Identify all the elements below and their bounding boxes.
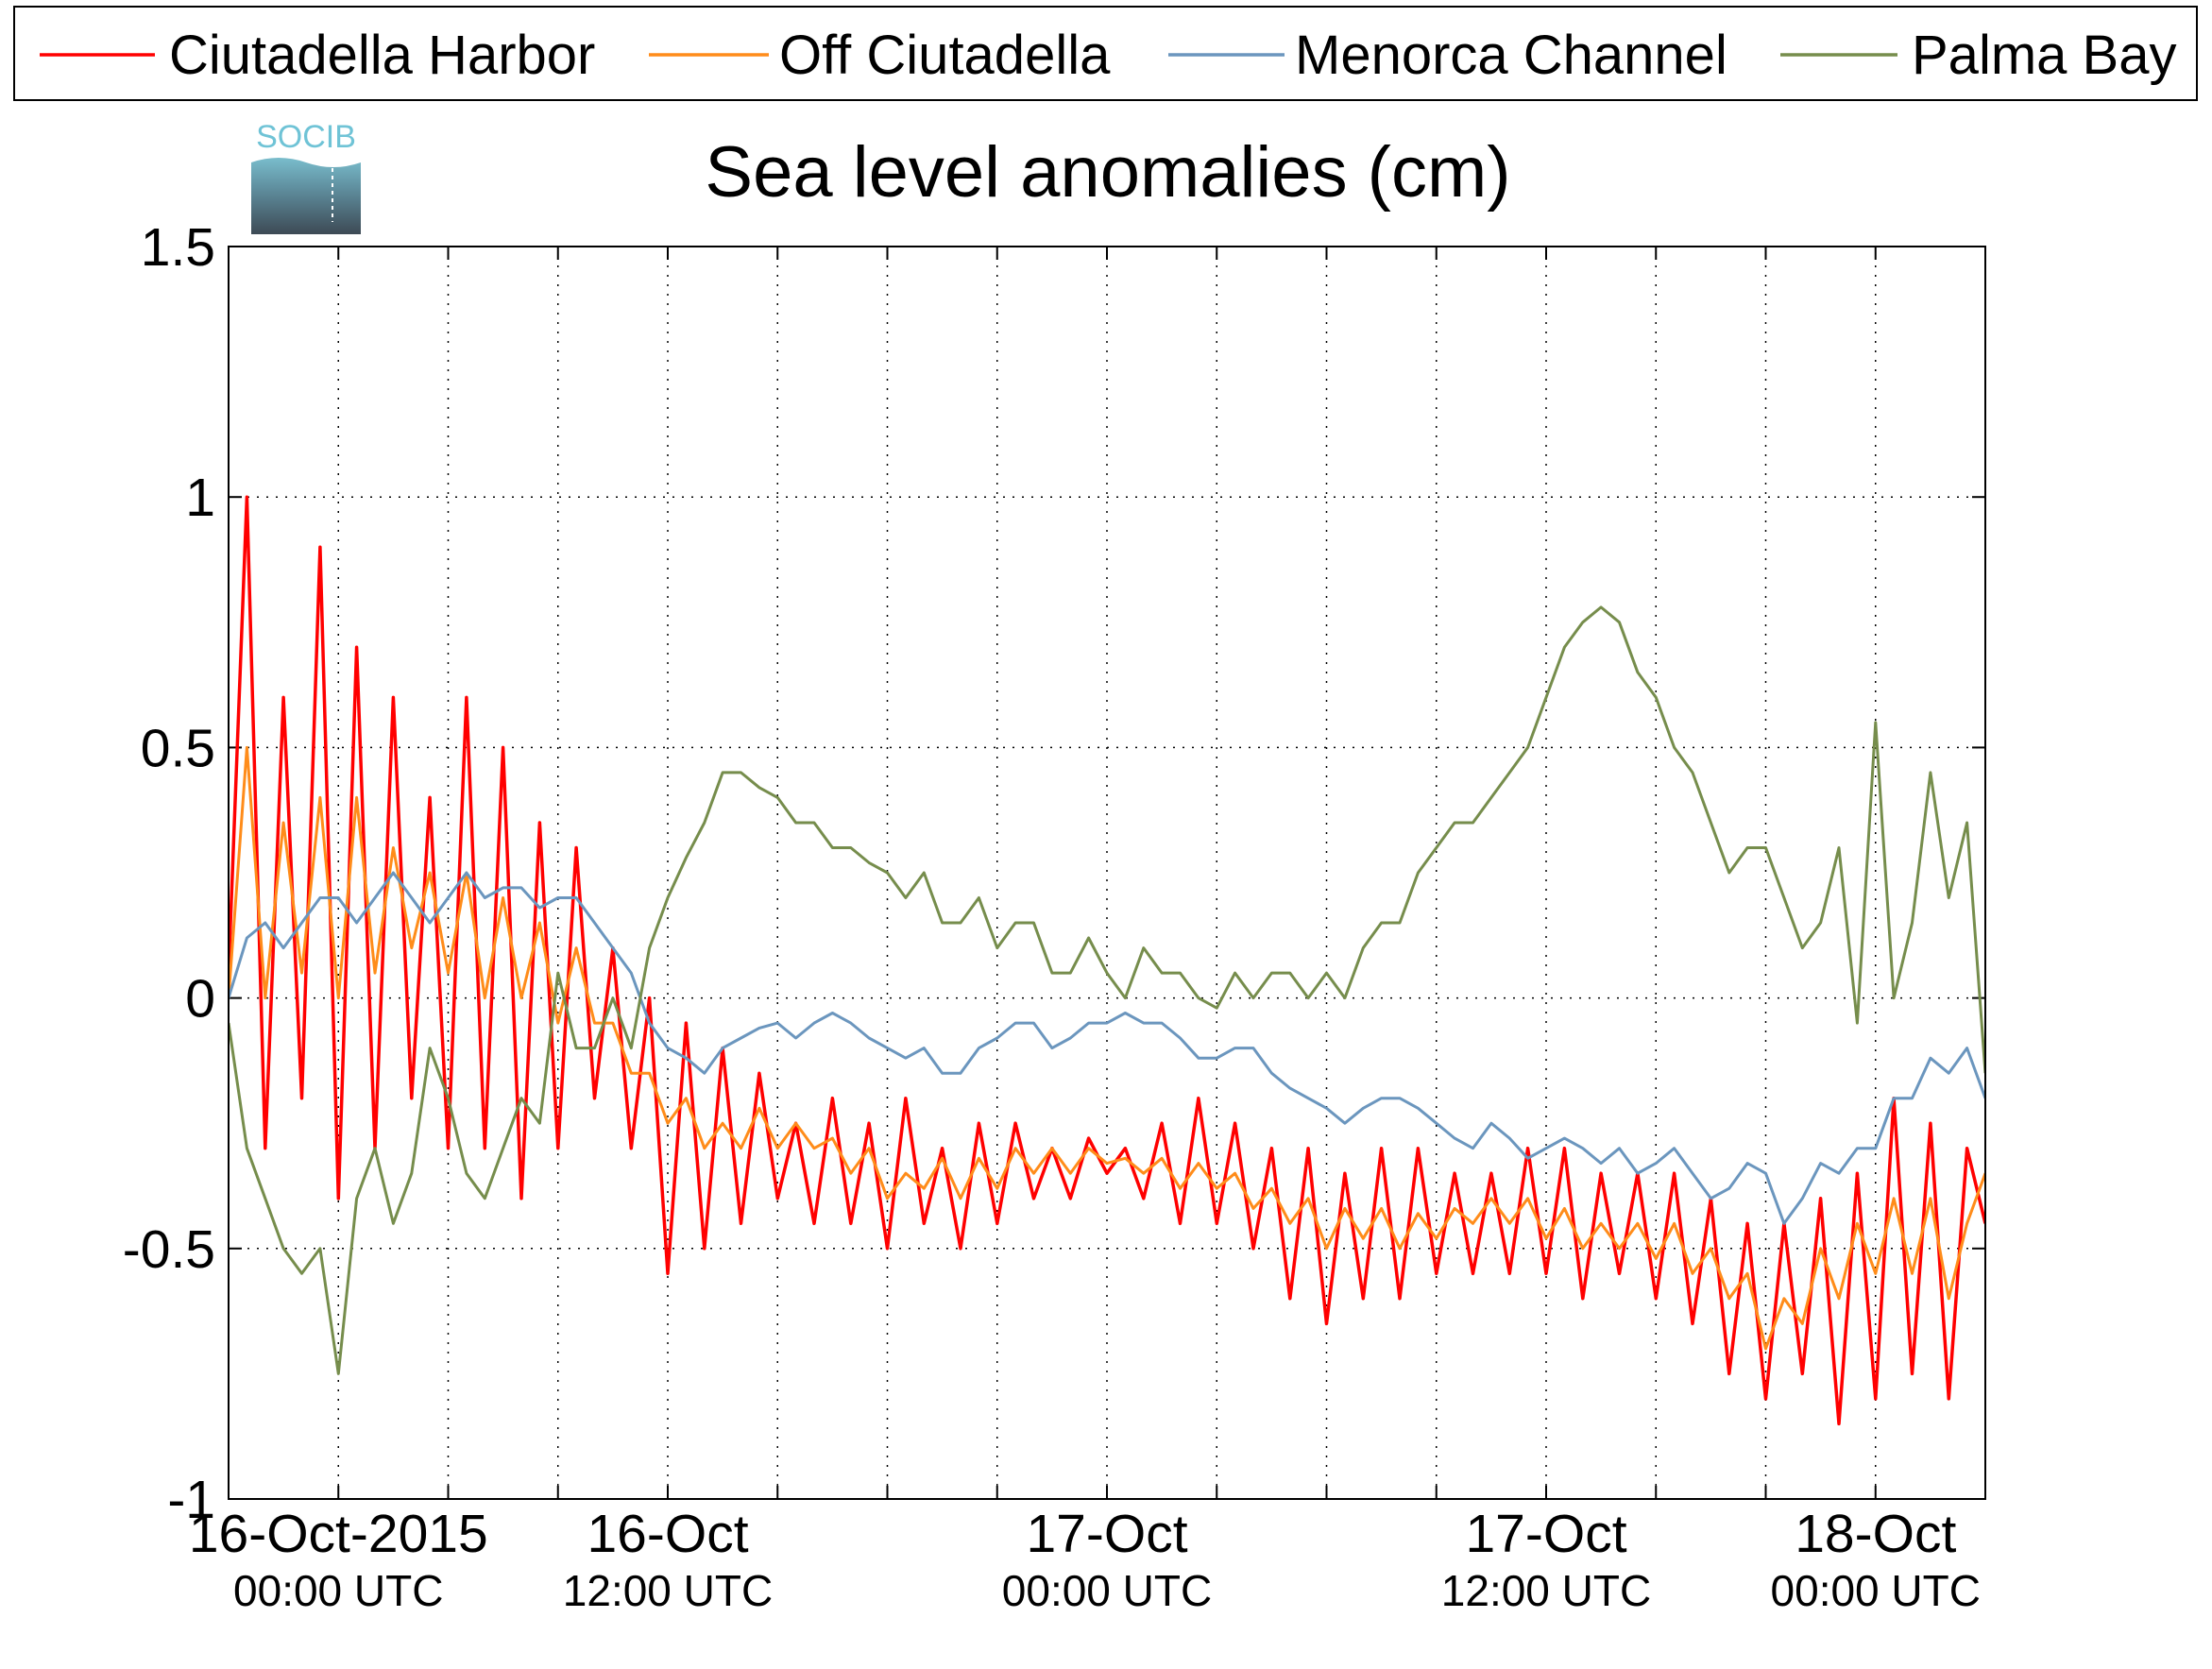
series-line — [229, 605, 1985, 1375]
logo-text: SOCIB — [256, 119, 356, 155]
series-line — [229, 745, 1985, 1351]
y-tick-label: -1 — [167, 1470, 215, 1530]
x-tick-sublabel: 12:00 UTC — [1441, 1566, 1651, 1615]
legend-label: Ciutadella Harbor — [169, 25, 595, 86]
series-line — [229, 871, 1985, 1225]
x-tick-label: 16-Oct — [587, 1504, 748, 1564]
y-tick-label: 1.5 — [141, 217, 215, 278]
logo: SOCIB — [251, 119, 361, 234]
x-tick-label: 18-Oct — [1795, 1504, 1956, 1564]
legend-label: Palma Bay — [1912, 25, 2176, 86]
x-tick-label: 17-Oct — [1465, 1504, 1626, 1564]
plot-frame — [228, 246, 1986, 1500]
x-tick-label: 17-Oct — [1026, 1504, 1187, 1564]
y-tick-label: -0.5 — [123, 1219, 215, 1280]
legend-label: Off Ciutadella — [779, 25, 1111, 86]
plot-lines — [229, 495, 1985, 1426]
series-line — [229, 495, 1985, 1426]
y-tick-label: 0.5 — [141, 718, 215, 778]
x-tick-sublabel: 00:00 UTC — [1771, 1566, 1981, 1615]
legend-label: Menorca Channel — [1295, 25, 1727, 86]
y-tick-label: 1 — [185, 468, 215, 528]
x-tick-sublabel: 12:00 UTC — [563, 1566, 773, 1615]
chart-title: Sea level anomalies (cm) — [705, 132, 1510, 213]
y-tick-label: 0 — [185, 969, 215, 1030]
x-tick-sublabel: 00:00 UTC — [1002, 1566, 1212, 1615]
x-tick-label: 16-Oct-2015 — [189, 1504, 488, 1564]
x-tick-sublabel: 00:00 UTC — [233, 1566, 443, 1615]
